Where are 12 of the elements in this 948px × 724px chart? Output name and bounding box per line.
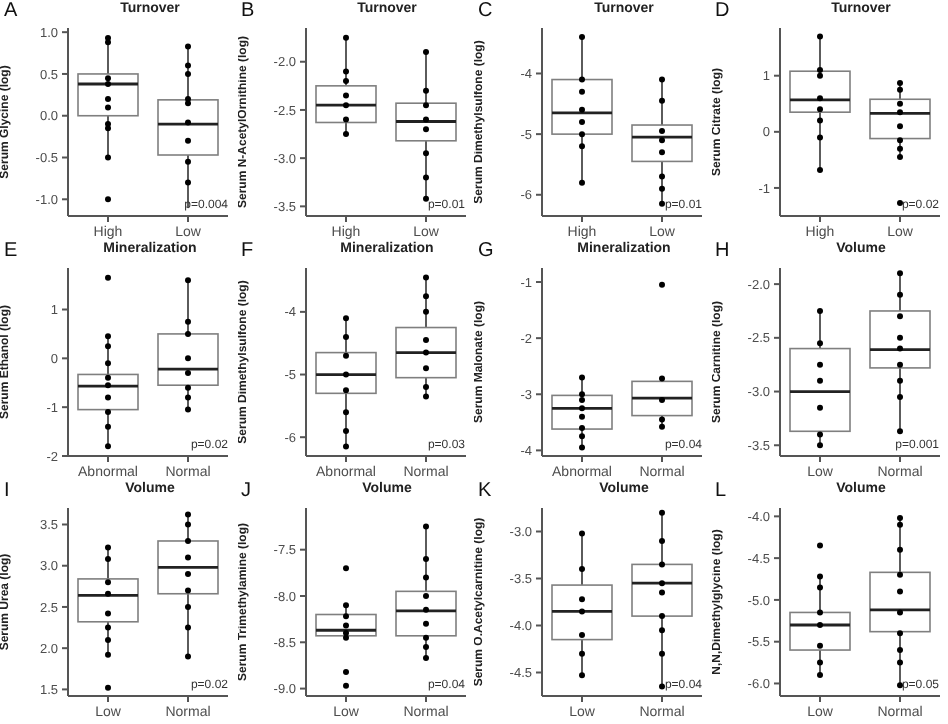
text: C bbox=[478, 0, 493, 22]
text: A bbox=[4, 0, 18, 22]
text: L bbox=[715, 480, 727, 502]
text: H bbox=[715, 240, 730, 262]
text: G bbox=[478, 240, 494, 262]
text: I bbox=[4, 480, 10, 502]
text: J bbox=[241, 480, 251, 502]
text: D bbox=[715, 0, 730, 22]
text: B bbox=[241, 0, 255, 22]
text: E bbox=[4, 240, 18, 262]
text: F bbox=[241, 240, 254, 262]
text: K bbox=[478, 480, 492, 502]
